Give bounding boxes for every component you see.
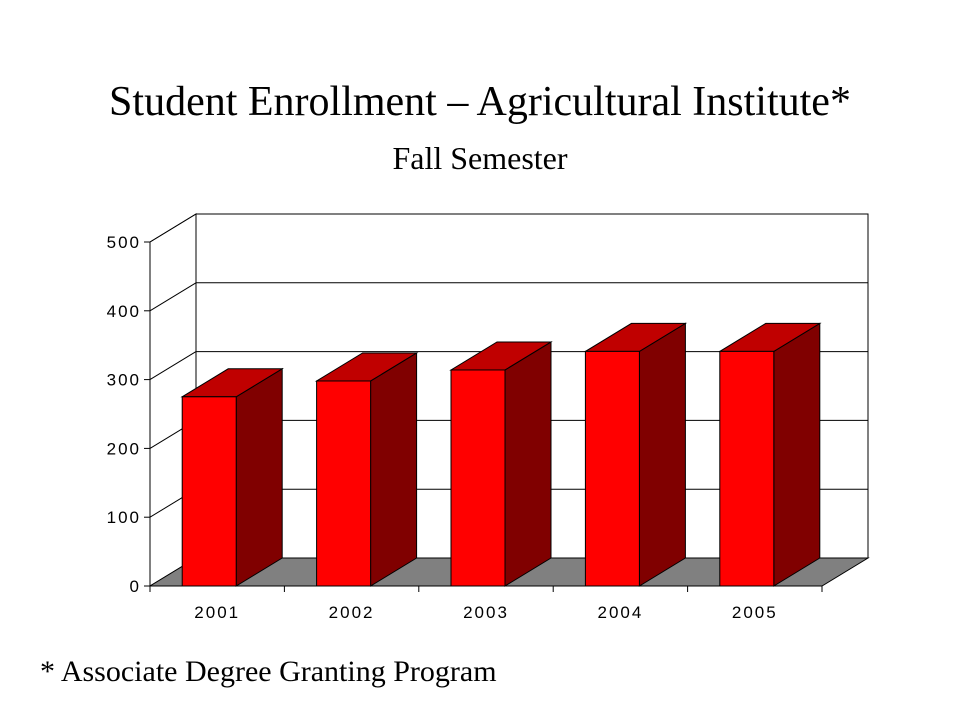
- footnote: * Associate Degree Granting Program: [40, 655, 497, 688]
- bar-side: [370, 352, 418, 587]
- bar: [316, 380, 372, 587]
- y-tick-label: 300: [107, 371, 141, 390]
- bar: [584, 350, 640, 587]
- x-tick-label: 2002: [329, 603, 375, 622]
- bars: [180, 322, 822, 587]
- bar-side: [504, 341, 552, 587]
- y-tick-label: 400: [107, 302, 141, 321]
- tick-labels: 0 100 200 300 400 500 2001 2002 2003 2004 2005: [107, 233, 778, 622]
- x-tick-label: 2001: [194, 603, 240, 622]
- chart-subtitle: Fall Semester: [392, 140, 568, 176]
- bar: [181, 396, 237, 587]
- x-tick-label: 2004: [597, 603, 643, 622]
- y-tick-label: 500: [107, 233, 141, 252]
- x-tick-label: 2005: [732, 603, 778, 622]
- y-tick-label: 200: [107, 439, 141, 458]
- x-tick-label: 2003: [463, 603, 509, 622]
- y-tick-label: 0: [130, 577, 141, 596]
- gridline-side: [149, 351, 197, 381]
- bar-side: [773, 322, 821, 587]
- gridline-side: [149, 213, 197, 243]
- bar: [450, 369, 506, 587]
- bar-side: [235, 367, 283, 587]
- chart-title: Student Enrollment – Agricultural Instit…: [109, 79, 851, 125]
- bar: [719, 350, 775, 587]
- y-tick-label: 100: [107, 508, 141, 527]
- bar-side: [638, 322, 686, 587]
- gridline-side: [149, 282, 197, 312]
